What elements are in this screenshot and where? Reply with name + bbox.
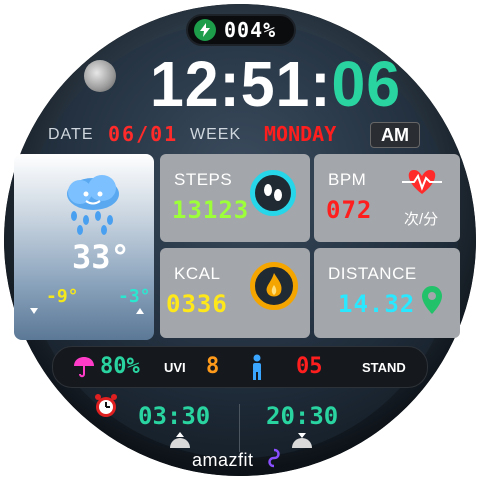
alarm-clock-icon bbox=[95, 394, 117, 417]
caret-down-icon bbox=[30, 308, 38, 314]
caret-up-icon bbox=[136, 308, 144, 314]
alarm-time[interactable]: 03:30 bbox=[138, 402, 211, 430]
umbrella-icon bbox=[74, 357, 94, 378]
clock-minutes: 51 bbox=[240, 48, 311, 120]
moon-phase-icon bbox=[84, 60, 116, 92]
weather-low-temp: -9° bbox=[46, 286, 79, 307]
heart-rate-tile[interactable] bbox=[314, 154, 460, 242]
charging-bolt-icon bbox=[194, 19, 216, 41]
kcal-value: 0336 bbox=[166, 290, 228, 318]
clock-separator: : bbox=[219, 48, 241, 120]
battery-percent: 004% bbox=[224, 18, 277, 42]
date-label: DATE bbox=[48, 126, 94, 143]
map-pin-icon bbox=[422, 286, 442, 314]
kcal-label: KCAL bbox=[174, 264, 221, 283]
stand-value: 05 bbox=[296, 354, 323, 379]
standing-person-icon bbox=[253, 354, 261, 380]
stand-label: STAND bbox=[362, 360, 406, 375]
date-value[interactable]: 06/01 bbox=[108, 122, 179, 146]
steps-value: 13123 bbox=[172, 196, 250, 224]
distance-value: 14.32 bbox=[338, 290, 416, 318]
sunset-icon bbox=[292, 433, 312, 448]
rain-cloud-icon bbox=[67, 175, 119, 235]
weather-high-temp: -3° bbox=[118, 286, 151, 307]
flame-icon bbox=[250, 262, 298, 310]
sunset-time: 20:30 bbox=[266, 402, 339, 430]
divider bbox=[239, 404, 240, 452]
uvi-label: UVI bbox=[164, 360, 186, 375]
steps-label: STEPS bbox=[174, 170, 233, 189]
battery-indicator[interactable]: 004% bbox=[186, 14, 296, 46]
clock-seconds: 06 bbox=[331, 48, 401, 120]
week-label: WEEK bbox=[190, 126, 242, 143]
info-bar bbox=[52, 346, 428, 388]
weekday-value: MONDAY bbox=[264, 122, 337, 146]
humidity-value: 80% bbox=[100, 354, 140, 379]
brand-swirl-icon bbox=[268, 448, 280, 468]
weather-temperature: 33° bbox=[72, 238, 130, 276]
sunrise-icon bbox=[170, 432, 190, 448]
footprints-icon bbox=[250, 170, 296, 216]
clock-time: 12:51:06 bbox=[150, 52, 401, 116]
bpm-value: 072 bbox=[326, 196, 373, 224]
clock-hours: 12 bbox=[150, 48, 220, 120]
uvi-value: 8 bbox=[206, 354, 220, 379]
bpm-unit: 次/分 bbox=[404, 211, 439, 228]
bpm-label: BPM bbox=[328, 170, 367, 189]
distance-label: DISTANCE bbox=[328, 264, 417, 283]
clock-separator: : bbox=[310, 48, 332, 120]
brand-logo: amazfit bbox=[192, 450, 254, 470]
ampm-badge: AM bbox=[370, 122, 420, 148]
heart-pulse-icon bbox=[402, 170, 442, 194]
